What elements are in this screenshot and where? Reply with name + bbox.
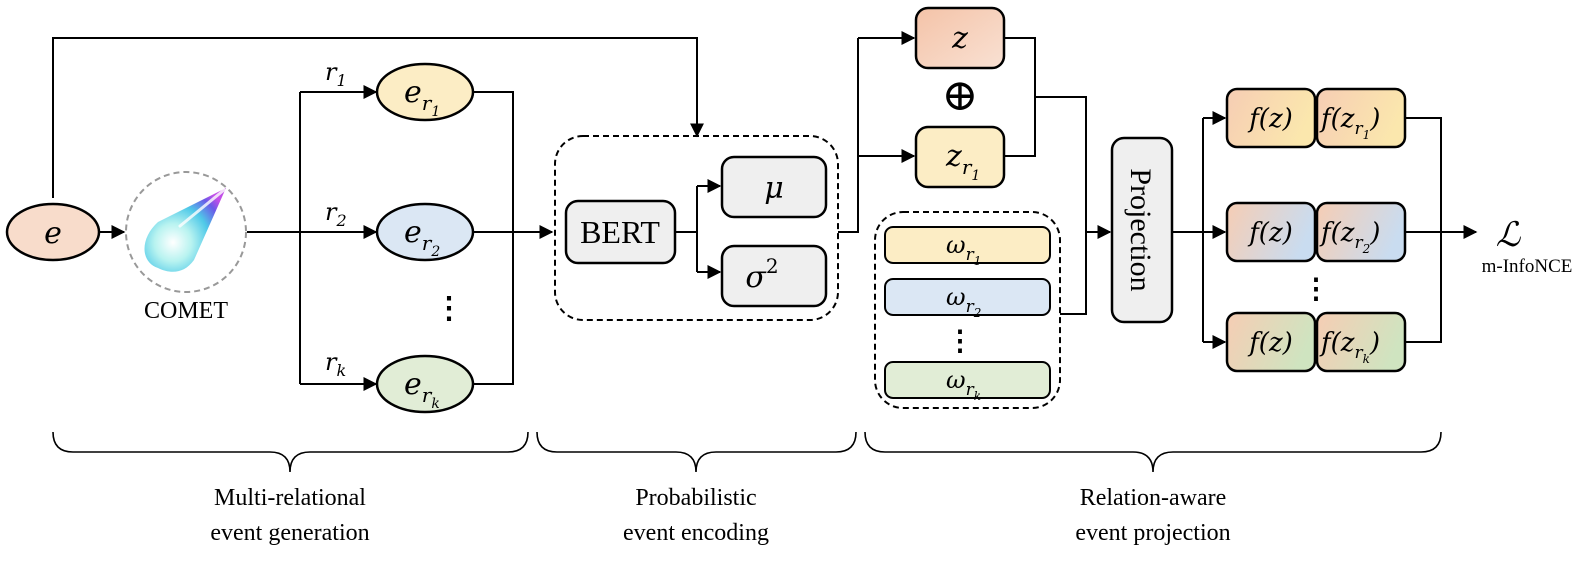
- zr1-box: zr1: [914, 125, 1006, 189]
- input-event-symbol: e: [44, 216, 62, 251]
- comet-model: COMET: [125, 171, 247, 324]
- sigma-box: σ2: [720, 244, 828, 308]
- output-row-1: f(z) f(zr1): [1225, 87, 1407, 149]
- svg-text:erk: erk: [404, 367, 440, 412]
- output-fzr-k: f(zrk): [1319, 328, 1380, 366]
- mu-symbol: μ: [764, 171, 784, 206]
- stage-2-line1: Probabilistic: [635, 485, 756, 511]
- output-vdots: ⋮: [1302, 272, 1330, 305]
- stage-labels: Multi-relational event generation Probab…: [210, 485, 1230, 546]
- omega-r1-box: ωr1: [884, 226, 1051, 268]
- probabilistic-encoder: BERT μ σ2: [554, 135, 839, 321]
- stage-braces: [52, 431, 1442, 473]
- comet-dashed-circle: [125, 171, 247, 293]
- omega-vdots: ⋮: [946, 324, 974, 357]
- comet-label: COMET: [144, 298, 228, 324]
- connector-lines: [52, 31, 1478, 391]
- stage-1-line2: event generation: [210, 520, 369, 546]
- edge-label-rk: rk: [325, 348, 346, 380]
- svg-text:er2: er2: [404, 215, 440, 260]
- relation-node-erk: erk: [375, 354, 475, 414]
- loss-symbol: ℒ: [1496, 215, 1522, 255]
- svg-text:er1: er1: [404, 75, 440, 120]
- relation-vdots: ⋮: [434, 291, 464, 326]
- mu-box: μ: [720, 155, 828, 219]
- bert-label: BERT: [580, 214, 660, 250]
- edge-label-r2: r2: [325, 198, 347, 230]
- output-fz-2: f(z): [1247, 218, 1293, 248]
- relation-node-er1: er1: [375, 62, 475, 122]
- stage-2-line2: event encoding: [623, 520, 769, 546]
- omega-r2-box: ωr2: [884, 278, 1051, 320]
- svg-text:ωr2: ωr2: [946, 283, 981, 320]
- loss: ℒ m-InfoNCE: [1482, 215, 1573, 277]
- relation-embeddings: ωr1 ωr2 ⋮ ωrk: [874, 211, 1061, 409]
- output-row-k: f(z) f(zrk): [1225, 311, 1407, 373]
- stage-3-line1: Relation-aware: [1080, 485, 1227, 511]
- svg-text:ωrk: ωrk: [946, 366, 981, 403]
- omega-rk-box: ωrk: [884, 361, 1051, 403]
- brace-encoding: [536, 431, 857, 473]
- output-fzr-1: f(zr1): [1319, 104, 1380, 142]
- output-fzr-2: f(zr2): [1319, 218, 1380, 256]
- encoder-dashed-box: [554, 135, 839, 321]
- comet-icon: [144, 188, 226, 272]
- stage-1-line1: Multi-relational: [214, 485, 366, 511]
- relation-edge-labels: r1 r2 rk: [325, 58, 347, 380]
- relation-node-er2: er2: [375, 202, 475, 262]
- projection-box: Projection: [1110, 136, 1174, 324]
- projection-label: Projection: [1124, 168, 1157, 291]
- zr1-symbol: zr1: [945, 139, 980, 184]
- svg-text:ωr1: ωr1: [946, 231, 981, 268]
- sigma-symbol: σ2: [745, 254, 778, 295]
- z-box: z: [914, 6, 1006, 70]
- output-fz-1: f(z): [1247, 104, 1293, 134]
- omega-dashed-box: [874, 211, 1061, 409]
- brace-projection: [864, 431, 1442, 473]
- oplus-icon: ⊕: [942, 70, 979, 121]
- loss-name: m-InfoNCE: [1482, 256, 1573, 277]
- input-event-node: e: [5, 202, 101, 262]
- output-row-2: f(z) f(zr2): [1225, 201, 1407, 263]
- edge-label-r1: r1: [325, 58, 347, 90]
- output-fz-k: f(z): [1247, 328, 1293, 358]
- stage-3-line2: event projection: [1075, 520, 1230, 546]
- z-symbol: z: [951, 21, 968, 56]
- bert-box: BERT: [564, 199, 677, 265]
- brace-generation: [52, 431, 529, 473]
